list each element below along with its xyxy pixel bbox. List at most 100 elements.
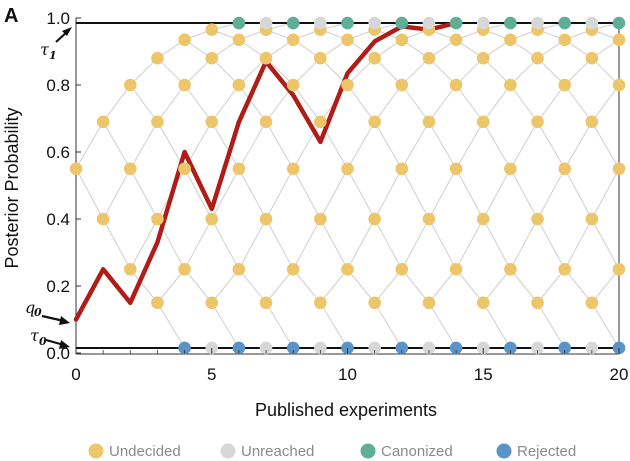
node-undecided (232, 33, 246, 47)
lattice-edge (374, 84, 403, 123)
node-unreached (585, 16, 599, 30)
node-unreached (314, 16, 327, 30)
node-undecided (531, 212, 544, 226)
lattice-edge (347, 57, 376, 86)
lattice-edge (564, 168, 593, 220)
lattice-edge (75, 168, 104, 220)
lattice-edge (401, 84, 430, 123)
node-undecided (531, 51, 544, 65)
lattice-edge (102, 84, 131, 123)
lattice-edge (129, 57, 158, 86)
node-undecided (422, 212, 436, 226)
lattice-edge (482, 302, 511, 349)
node-undecided (449, 262, 463, 276)
lattice-edge (238, 268, 267, 304)
lattice-edge (157, 57, 185, 86)
node-canonized (286, 16, 300, 30)
tau0-arrowhead (59, 340, 70, 349)
lattice-edge (292, 218, 321, 270)
node-undecided (151, 115, 164, 129)
state-nodes (69, 16, 626, 355)
node-rejected (612, 341, 626, 355)
node-undecided (96, 212, 110, 226)
lattice-edge (319, 302, 348, 349)
lattice-edge (211, 168, 240, 220)
lattice-edge (374, 302, 403, 349)
node-undecided (395, 162, 409, 176)
node-undecided (178, 162, 191, 176)
lattice-edge (211, 121, 240, 170)
node-undecided (314, 51, 327, 65)
x-tick-label: 0 (71, 365, 80, 384)
lattice-edge (401, 218, 430, 270)
lattice-edge (428, 57, 457, 86)
lattice-edge (129, 218, 158, 270)
node-canonized (341, 16, 354, 30)
node-rejected (341, 341, 354, 355)
q0-annotation: q 0 (25, 298, 70, 325)
lattice-edge (428, 302, 457, 349)
node-undecided (422, 115, 436, 129)
lattice-edge (455, 84, 484, 123)
node-unreached (476, 341, 490, 355)
lattice-edge (482, 168, 511, 220)
node-undecided (205, 23, 219, 37)
lattice-edge (564, 84, 593, 123)
node-undecided (205, 51, 219, 65)
lattice-edge (292, 84, 321, 123)
lattice-edge (75, 121, 104, 170)
node-undecided (341, 162, 354, 176)
node-rejected (286, 341, 300, 355)
node-undecided (178, 33, 191, 47)
lattice-edge (265, 218, 294, 270)
q0-subscript: 0 (34, 306, 42, 319)
node-undecided (341, 33, 354, 47)
legend-swatch-undecided (88, 443, 104, 459)
lattice-edge (482, 57, 511, 86)
legend-swatch-canonized (360, 443, 376, 459)
node-canonized (558, 16, 571, 30)
lattice-edge (184, 268, 213, 304)
lattice-edge (564, 121, 593, 170)
node-undecided (124, 262, 137, 276)
node-undecided (558, 33, 571, 47)
lattice-edge (157, 302, 186, 349)
lattice-edge (347, 268, 376, 304)
lattice-edge (564, 268, 593, 304)
node-undecided (585, 212, 599, 226)
lattice-edge (157, 84, 186, 123)
node-undecided (612, 162, 626, 176)
node-rejected (558, 341, 571, 355)
node-undecided (232, 262, 246, 276)
lattice-edge (509, 121, 538, 170)
lattice-edge (482, 121, 511, 170)
lattice-edge (509, 218, 538, 270)
lattice-edge (401, 268, 430, 304)
lattice-edge (347, 168, 376, 220)
lattice-edge (591, 121, 620, 170)
node-undecided (151, 296, 164, 310)
lattice-edge (537, 268, 566, 304)
node-undecided (476, 115, 490, 129)
lattice-edge (347, 218, 376, 270)
node-undecided (585, 51, 599, 65)
lattice-edge (238, 57, 267, 86)
legend: Undecided Unreached Canonized Rejected (88, 443, 576, 460)
y-tick-label: 0.4 (46, 210, 70, 229)
node-undecided (178, 262, 191, 276)
lattice-edge (374, 121, 403, 170)
node-undecided (205, 115, 219, 129)
lattice-edge (265, 302, 294, 349)
lattice-edge (428, 84, 457, 123)
node-undecided (178, 78, 191, 92)
x-tick-label: 10 (338, 365, 357, 384)
lattice-edge (591, 84, 620, 123)
y-tick-label: 0.8 (46, 76, 70, 95)
node-undecided (286, 162, 300, 176)
node-undecided (422, 51, 436, 65)
node-undecided (259, 115, 273, 129)
lattice-edge (509, 84, 538, 123)
node-unreached (259, 341, 273, 355)
lattice-edge (319, 268, 348, 304)
lattice-edge (564, 218, 593, 270)
